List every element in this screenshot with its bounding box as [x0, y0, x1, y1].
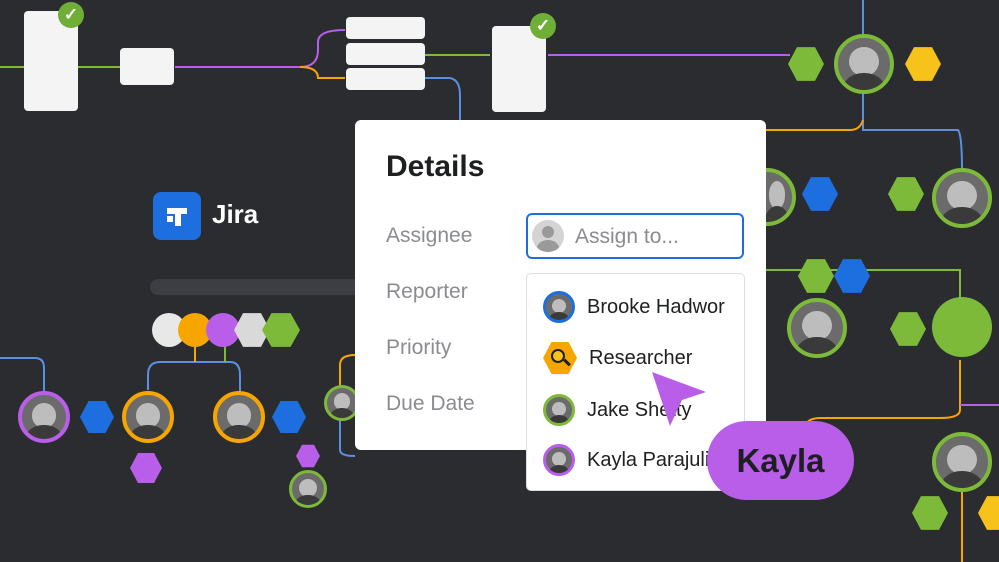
hexagon — [296, 444, 320, 468]
avatar — [932, 432, 992, 492]
avatar — [834, 34, 894, 94]
hexagon — [978, 496, 999, 530]
assignee-placeholder: Assign to... — [575, 225, 679, 248]
hexagon — [262, 313, 300, 347]
workflow-card — [120, 48, 174, 85]
check-icon: ✓ — [530, 13, 556, 39]
hexagon — [802, 177, 838, 211]
dropdown-item-brooke[interactable]: Brooke Hadwor — [543, 290, 725, 324]
user-placeholder-icon — [532, 220, 564, 252]
assignee-input[interactable]: Assign to... — [526, 213, 744, 259]
avatar — [543, 291, 575, 323]
workflow-card — [346, 43, 425, 65]
jira-logo-icon — [153, 192, 201, 240]
cursor-pointer-icon — [652, 372, 706, 426]
hexagon — [905, 47, 941, 81]
workflow-card — [492, 26, 546, 112]
avatar — [543, 394, 575, 426]
collaborator-cursor-tag: Kayla — [707, 421, 854, 500]
hexagon — [80, 401, 114, 433]
hexagon — [798, 259, 834, 293]
avatar — [289, 470, 327, 508]
workflow-card — [346, 68, 425, 90]
item-label: Researcher — [589, 346, 693, 369]
avatar — [18, 391, 70, 443]
avatar — [787, 298, 847, 358]
check-icon: ✓ — [58, 2, 84, 28]
hexagon — [890, 312, 926, 346]
avatar — [543, 444, 575, 476]
item-label: Brooke Hadwor — [587, 295, 725, 318]
app-name: Jira — [212, 199, 259, 229]
dot — [932, 297, 992, 357]
assignee-label: Assignee — [386, 224, 473, 247]
dropdown-item-kayla[interactable]: Kayla Parajuli — [543, 443, 709, 477]
due-date-label: Due Date — [386, 392, 475, 415]
search-icon — [543, 342, 577, 374]
details-title: Details — [386, 150, 485, 183]
hexagon — [888, 177, 924, 211]
dropdown-item-researcher[interactable]: Researcher — [543, 341, 692, 375]
progress-placeholder — [150, 279, 360, 295]
reporter-label: Reporter — [386, 280, 468, 303]
avatar — [122, 391, 174, 443]
workflow-card — [346, 17, 425, 39]
avatar — [213, 391, 265, 443]
item-label: Kayla Parajuli — [587, 448, 710, 471]
avatar — [932, 168, 992, 228]
hexagon — [788, 47, 824, 81]
priority-label: Priority — [386, 336, 452, 359]
hexagon — [834, 259, 870, 293]
